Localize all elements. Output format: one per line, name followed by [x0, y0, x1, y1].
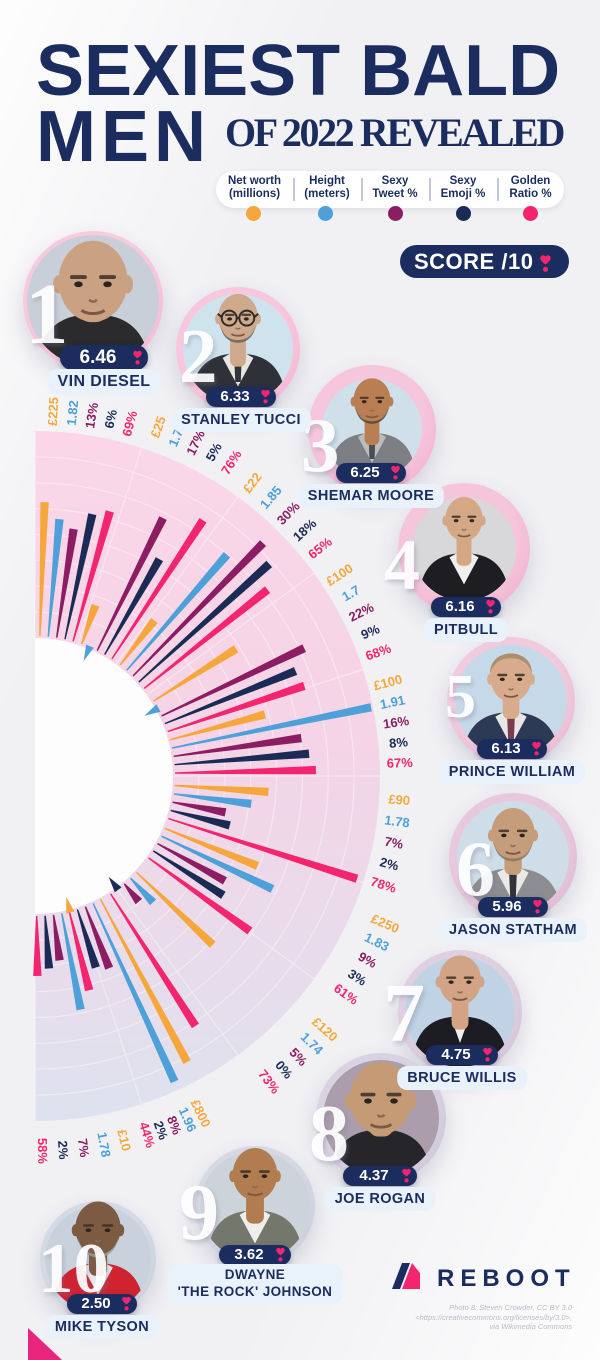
- svg-text:13%: 13%: [82, 401, 101, 429]
- svg-text:£225: £225: [45, 397, 61, 427]
- svg-text:78%: 78%: [369, 874, 399, 896]
- svg-text:5%: 5%: [203, 440, 225, 464]
- svg-text:22%: 22%: [346, 599, 376, 624]
- svg-text:9%: 9%: [359, 621, 383, 642]
- svg-text:68%: 68%: [363, 640, 393, 663]
- svg-text:58%: 58%: [35, 1138, 50, 1165]
- svg-text:9%: 9%: [356, 949, 380, 971]
- svg-text:6%: 6%: [101, 408, 120, 430]
- svg-text:1.7: 1.7: [339, 582, 362, 604]
- svg-text:18%: 18%: [290, 515, 320, 544]
- svg-text:69%: 69%: [119, 409, 140, 438]
- svg-text:8%: 8%: [164, 1114, 185, 1137]
- svg-text:2%: 2%: [55, 1140, 71, 1160]
- svg-text:£90: £90: [388, 792, 411, 808]
- svg-text:65%: 65%: [305, 534, 335, 562]
- svg-text:£22: £22: [240, 470, 265, 496]
- svg-text:£100: £100: [372, 671, 404, 693]
- svg-text:1.82: 1.82: [64, 400, 82, 427]
- svg-text:£25: £25: [147, 414, 168, 439]
- svg-text:1.91: 1.91: [379, 692, 407, 712]
- svg-text:2%: 2%: [151, 1119, 172, 1142]
- svg-text:£10: £10: [114, 1128, 134, 1153]
- svg-text:16%: 16%: [382, 713, 410, 732]
- svg-text:2%: 2%: [378, 854, 400, 873]
- svg-text:1.78: 1.78: [94, 1131, 113, 1159]
- svg-text:7%: 7%: [383, 834, 405, 852]
- svg-text:44%: 44%: [136, 1120, 158, 1150]
- svg-text:67%: 67%: [387, 755, 414, 771]
- svg-text:1.85: 1.85: [257, 483, 285, 512]
- svg-text:7%: 7%: [75, 1138, 92, 1159]
- svg-text:8%: 8%: [388, 734, 408, 751]
- svg-text:3%: 3%: [345, 966, 369, 989]
- svg-text:1.78: 1.78: [384, 812, 411, 830]
